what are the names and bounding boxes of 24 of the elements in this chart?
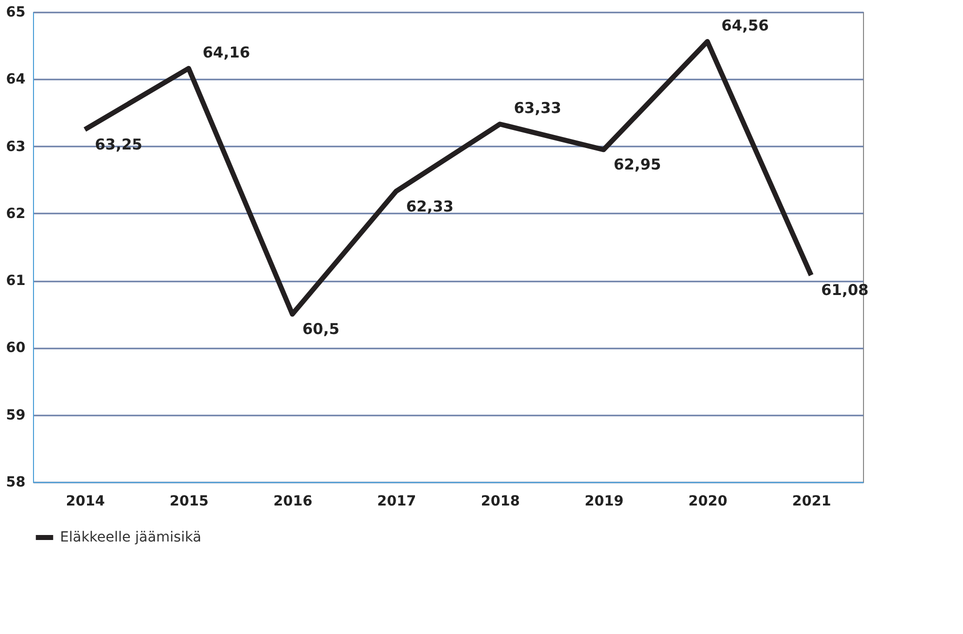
x-tick-label: 2017 [377,494,416,510]
y-tick-label: 65 [6,4,26,20]
data-label: 60,5 [302,320,340,338]
y-tick-label: 60 [6,340,26,356]
x-tick-label: 2016 [273,494,312,510]
y-tick-label: 62 [6,206,26,222]
y-tick-label: 61 [6,273,26,290]
data-label: 64,16 [202,43,250,62]
x-tick-label: 2015 [170,494,209,510]
data-label: 61,08 [821,281,869,300]
x-tick-label: 2014 [66,494,106,510]
data-label: 62,95 [614,156,662,174]
x-tick-label: 2021 [792,494,832,510]
y-tick-label: 59 [6,407,26,424]
x-tick-label: 2019 [584,494,624,510]
legend-label: Eläkkeelle jäämisikä [60,530,202,546]
data-label: 62,33 [406,197,454,216]
data-label: 63,33 [514,99,562,118]
y-tick-label: 63 [6,138,26,155]
data-label: 64,56 [721,16,769,35]
x-tick-label: 2020 [688,494,728,510]
y-tick-label: 58 [6,474,26,490]
y-tick-label: 64 [6,72,26,88]
x-tick-label: 2018 [480,494,520,510]
